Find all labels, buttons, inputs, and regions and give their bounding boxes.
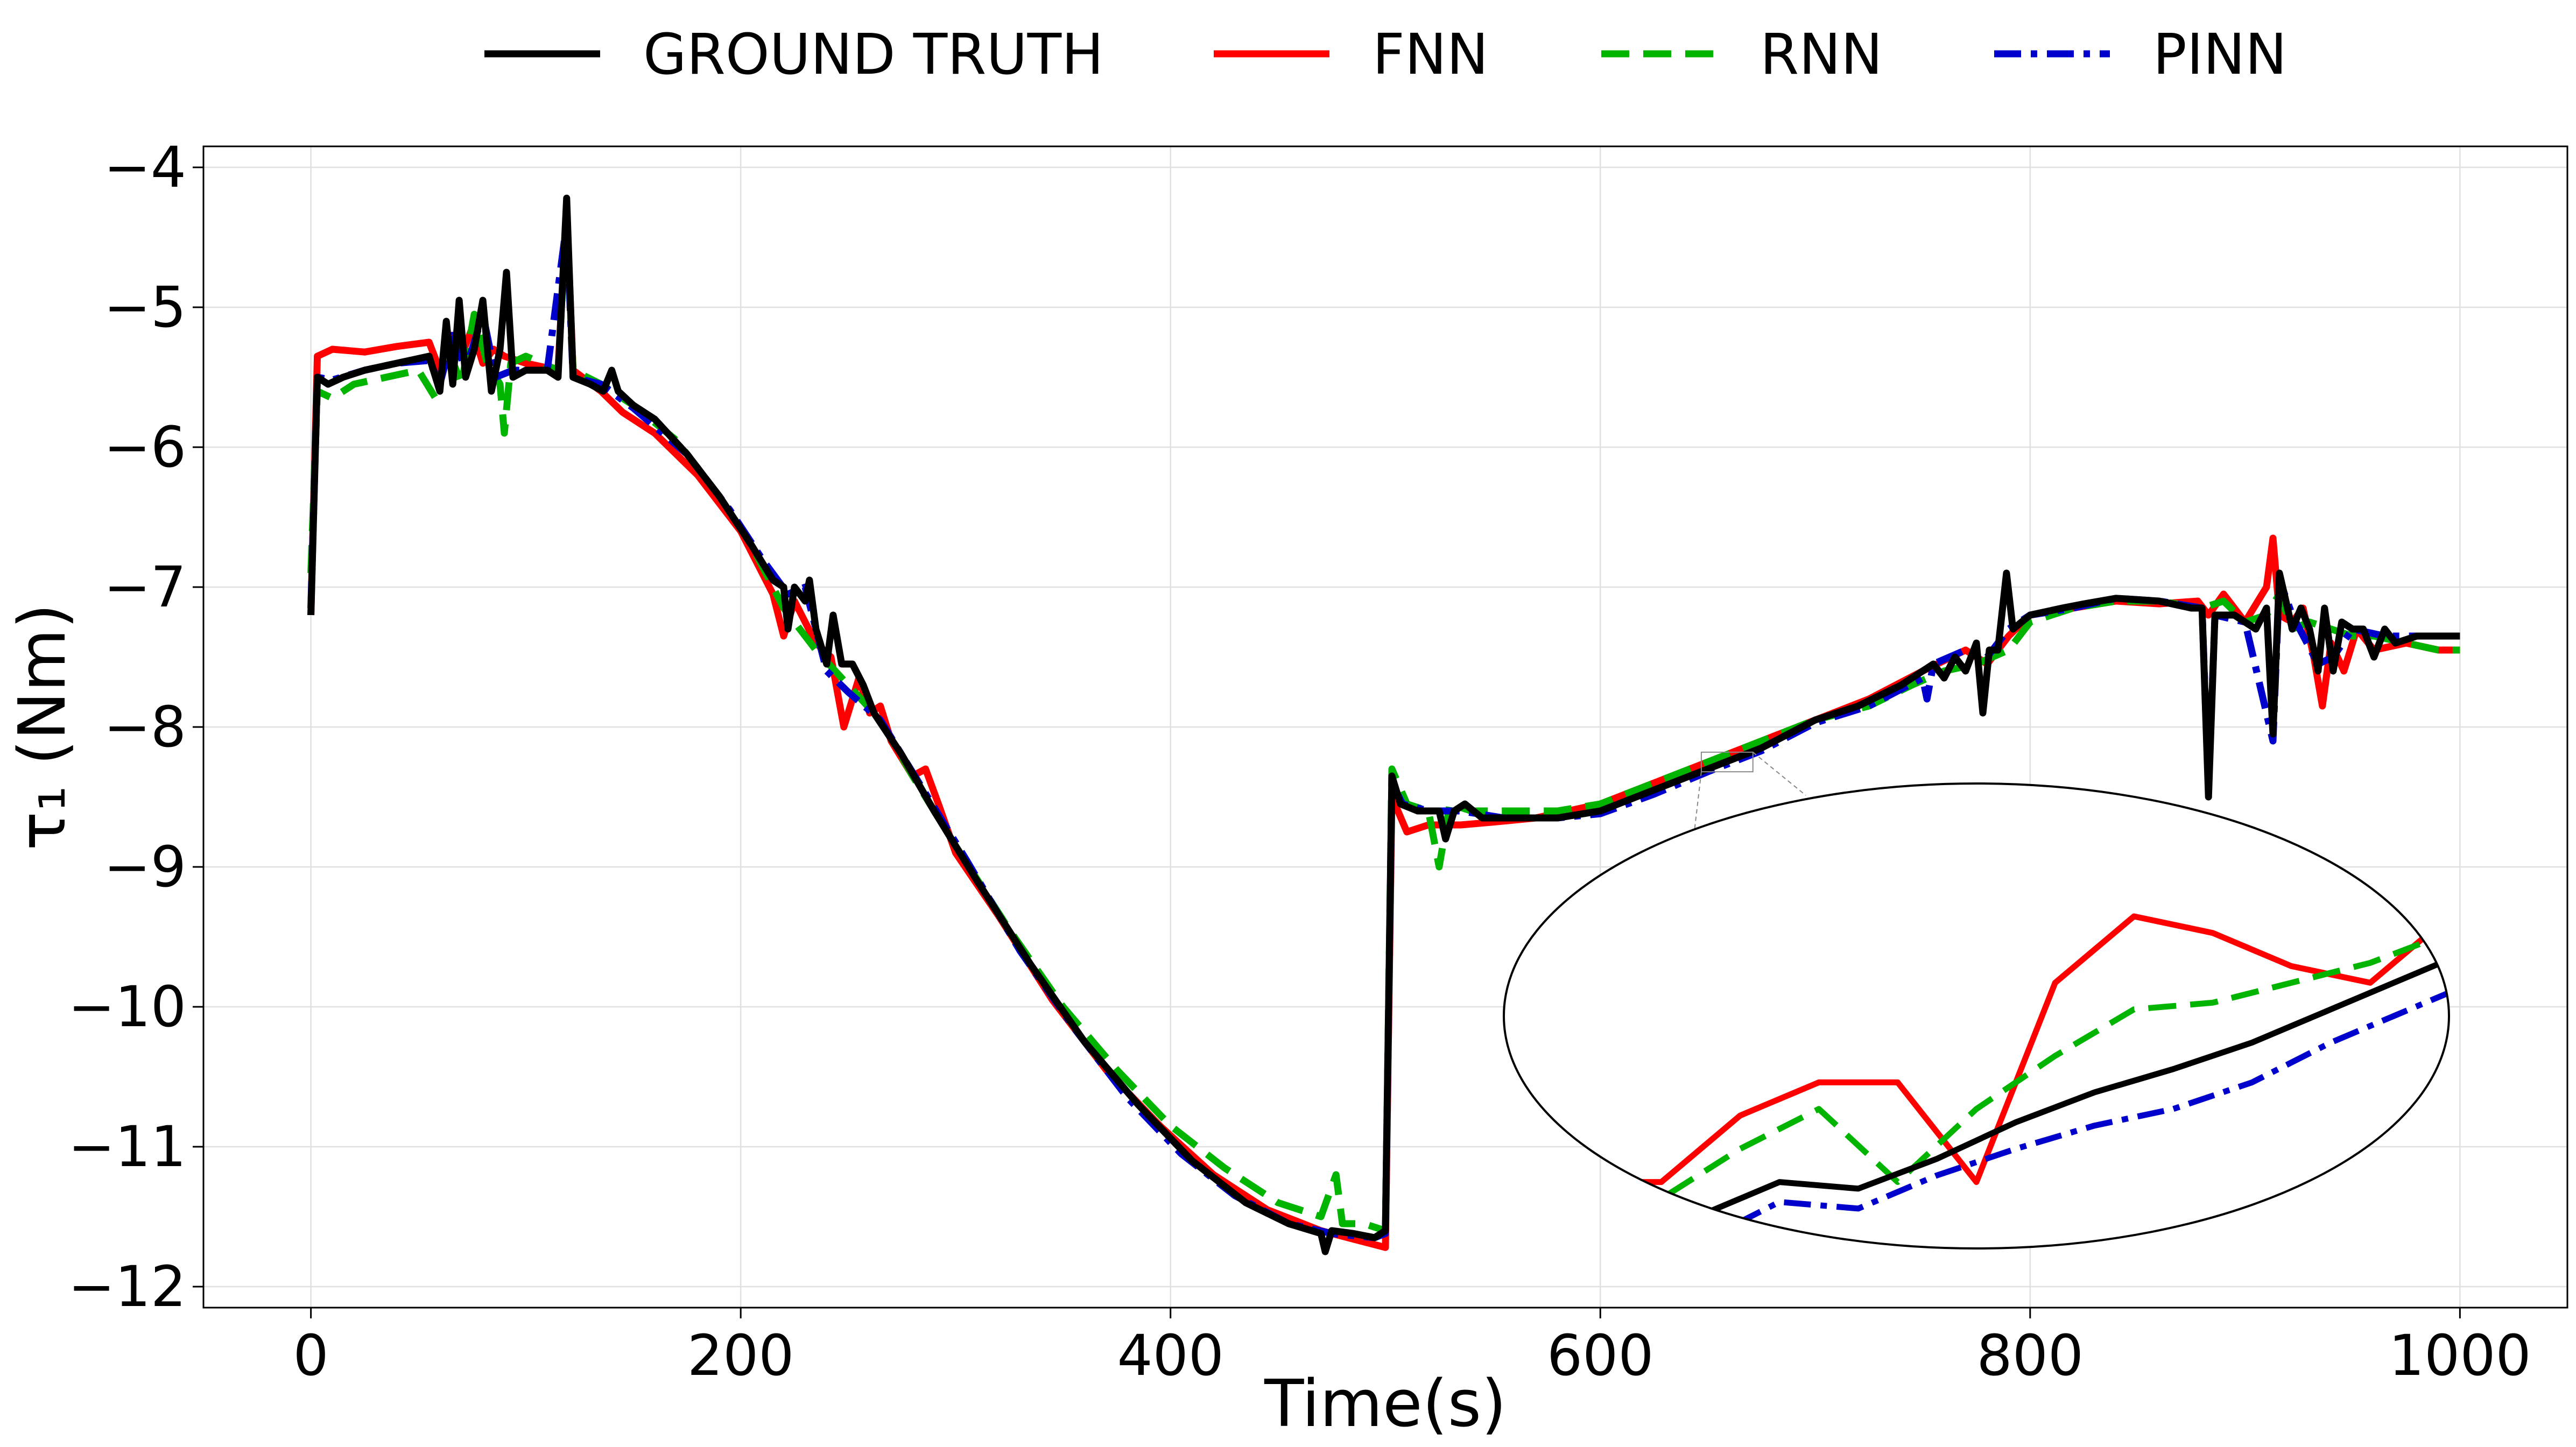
legend-label-pinn: PINN	[2153, 22, 2287, 87]
y-tick-label: −11	[68, 1114, 186, 1180]
y-tick-label: −5	[104, 274, 186, 340]
x-tick-label: 600	[1547, 1323, 1654, 1388]
inset-line-fnn	[1504, 784, 2449, 1202]
inset-line-rnn	[1504, 864, 2449, 1218]
zoom-connector	[1752, 752, 1806, 796]
y-axis-title: τ₁ (Nm)	[5, 604, 80, 851]
legend-label-ground-truth: GROUND TRUTH	[643, 22, 1103, 87]
y-tick-label: −7	[104, 554, 186, 620]
y-tick-label: −10	[68, 974, 186, 1040]
x-tick-label: 400	[1117, 1323, 1224, 1388]
y-tick-label: −9	[104, 834, 186, 900]
legend-label-rnn: RNN	[1760, 22, 1883, 87]
inset-line-ground-truth	[1542, 873, 2449, 1248]
y-tick-label: −12	[68, 1254, 186, 1319]
zoom-connector	[1694, 772, 1702, 832]
y-tick-label: −4	[104, 135, 186, 200]
series-layer	[307, 194, 2460, 1255]
zoom-inset	[1503, 751, 2450, 1250]
y-tick-label: −8	[104, 694, 186, 760]
inset-background	[1504, 784, 2449, 1248]
x-tick-label: 1000	[2389, 1323, 2531, 1388]
legend-label-fnn: FNN	[1373, 22, 1488, 87]
axis-ticks: 0 200 400 600 800 1000 −4 −5 −6 −7 −8 −9 −10 −11 −12	[68, 135, 2531, 1388]
inset-border	[1503, 782, 2450, 1250]
zoom-source-box	[1700, 751, 1754, 773]
series-line-ground-truth	[307, 194, 2460, 1255]
x-tick-label: 800	[1977, 1323, 2084, 1388]
y-tick-label: −6	[104, 414, 186, 480]
x-tick-label: 200	[687, 1323, 794, 1388]
legend: GROUND TRUTH FNN RNN PINN	[484, 22, 2287, 87]
x-tick-label: 0	[293, 1323, 329, 1388]
x-axis-title: Time(s)	[1264, 1367, 1507, 1442]
